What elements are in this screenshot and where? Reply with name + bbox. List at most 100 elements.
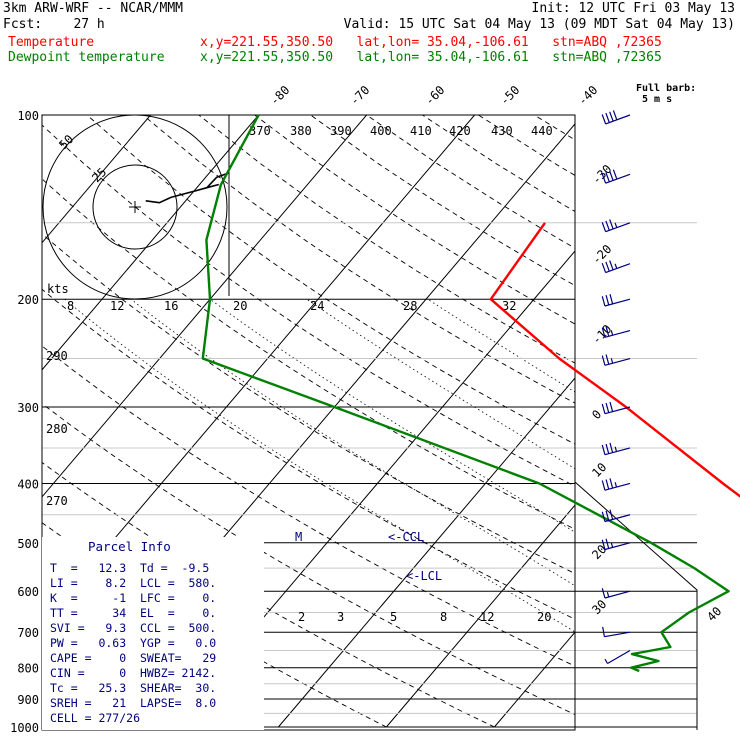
dry-adiabat — [366, 115, 575, 249]
theta-axis-label: 440 — [531, 124, 553, 138]
isotherm — [602, 115, 740, 727]
wind-barbs — [601, 110, 631, 665]
dry-adiabat — [534, 115, 575, 141]
parcel-info-row: Tc = 25.3 SHEAR= 30. — [50, 681, 216, 695]
wind-barb — [601, 354, 631, 366]
pressure-tick-label: 500 — [17, 537, 39, 551]
parcel-info-row: LI = 8.2 LCL = 580. — [50, 576, 216, 590]
theta-axis-label: 420 — [449, 124, 471, 138]
isotherm-label: 30 — [589, 597, 609, 617]
speed-axis-label: 28 — [403, 299, 417, 313]
ccl-marker: <-CCL — [388, 530, 424, 544]
init-time: Init: 12 UTC Fri 03 May 13 — [531, 1, 736, 16]
mixing-ratio-label: 2 — [298, 610, 305, 624]
isotherm-label: -10 — [589, 322, 614, 347]
wind-barb — [601, 401, 631, 415]
dewpoint-station-info: x,y=221.55,350.50 lat,lon= 35.04,-106.61… — [200, 50, 662, 65]
hodograph-origin — [129, 201, 141, 213]
dewpoint-legend-label: Dewpoint temperature — [8, 50, 165, 65]
moist-adiabat — [209, 298, 575, 533]
isotherm — [278, 377, 575, 728]
dry-adiabat — [702, 115, 740, 727]
parcel-info-row: CIN = 0 HWBZ= 2142. — [50, 666, 216, 680]
wind-barb — [601, 509, 631, 523]
m-marker: M — [295, 530, 302, 544]
parcel-info-row: CAPE = 0 SWEAT= 29 — [50, 651, 216, 665]
pressure-tick-label: 1000 — [10, 721, 39, 735]
dry-adiabat — [478, 115, 575, 176]
dry-adiabat — [254, 115, 575, 325]
theta-axis-label: 380 — [290, 124, 312, 138]
dry-adiabat — [422, 115, 575, 212]
mixing-ratio-label: 12 — [480, 610, 494, 624]
isotherm — [42, 115, 475, 625]
pressure-tick-label: 300 — [17, 401, 39, 415]
theta-label: 280 — [46, 422, 68, 436]
forecast-hour: Fcst: 27 h — [3, 17, 105, 32]
wind-barb — [601, 442, 631, 456]
parcel-info-row: SVI = 9.3 CCL = 500. — [50, 621, 216, 635]
speed-axis-label: 32 — [502, 299, 516, 313]
barb-key-line1: Full barb: — [636, 83, 696, 94]
mixing-ratio-line — [618, 591, 665, 727]
isotherm — [42, 115, 151, 244]
mixing-ratio-label: 20 — [537, 610, 551, 624]
valid-time: Valid: 15 UTC Sat 04 May 13 (09 MDT Sat … — [343, 17, 735, 32]
barb-key-line2: 5 m s — [642, 94, 672, 105]
wind-barb — [601, 110, 631, 125]
wind-barb — [601, 478, 631, 491]
parcel-info-row: TT = 34 EL = 0. — [50, 606, 216, 620]
isotherm-label: -60 — [422, 83, 447, 108]
hodograph-ring — [92, 164, 178, 250]
isotherm — [42, 115, 367, 498]
wind-barb — [601, 326, 631, 338]
speed-axis-label: 20 — [233, 299, 247, 313]
mixing-ratio-label: 8 — [440, 610, 447, 624]
pressure-tick-label: 800 — [17, 662, 39, 676]
dry-adiabat — [646, 115, 740, 727]
dry-adiabat — [198, 115, 575, 364]
wind-barb — [601, 588, 631, 599]
pressure-tick-label: 100 — [17, 109, 39, 123]
parcel-info-box: Parcel Info T = 12.3 Td = -9.5LI = 8.2 L… — [42, 537, 264, 730]
isotherm-label: -40 — [575, 83, 600, 108]
pressure-tick-label: 400 — [17, 477, 39, 491]
isotherm-label: 10 — [589, 460, 609, 480]
pressure-tick-label: 600 — [17, 585, 39, 599]
wind-barb — [604, 650, 631, 665]
isotherm-label: 40 — [704, 604, 724, 624]
pressure-tick-label: 200 — [17, 293, 39, 307]
isotherm-label: 20 — [589, 542, 609, 562]
wind-barb — [601, 538, 631, 551]
speed-axis-label: 24 — [310, 299, 324, 313]
speed-axis-label: 16 — [164, 299, 178, 313]
wind-barb — [601, 294, 631, 307]
speed-axis-label: 8 — [67, 299, 74, 313]
parcel-info-title: Parcel Info — [88, 539, 171, 554]
theta-axis-label: 430 — [491, 124, 513, 138]
wind-barb — [602, 626, 631, 638]
theta-label: 290 — [46, 349, 68, 363]
hodograph-unit-label: kts — [47, 282, 69, 296]
mixing-ratio-label: 5 — [390, 610, 397, 624]
parcel-info-row: PW = 0.63 YGP = 0.0 — [50, 636, 216, 650]
isotherm-label: -50 — [497, 83, 522, 108]
parcel-info-row: K = -1 LFC = 0. — [50, 591, 216, 605]
moist-adiabat — [427, 298, 575, 393]
isotherm — [42, 115, 259, 371]
dewpoint-curve — [201, 114, 730, 673]
pressure-tick-label: 700 — [17, 626, 39, 640]
model-title: 3km ARW-WRF -- NCAR/MMM — [3, 1, 184, 16]
temperature-curve — [489, 222, 740, 498]
temperature-legend-label: Temperature — [8, 35, 95, 50]
hodograph-trace — [145, 172, 229, 204]
profile-curves — [201, 114, 740, 673]
pressure-tick-label: 900 — [17, 693, 39, 707]
isotherm — [710, 115, 740, 727]
parcel-info-row: CELL = 277/26 — [50, 711, 140, 725]
parcel-info-row: T = 12.3 Td = -9.5 — [50, 561, 209, 575]
speed-axis-label: 12 — [110, 299, 124, 313]
parcel-info-row: SREH = 21 LAPSE= 8.0 — [50, 696, 216, 710]
theta-label: 270 — [46, 494, 68, 508]
